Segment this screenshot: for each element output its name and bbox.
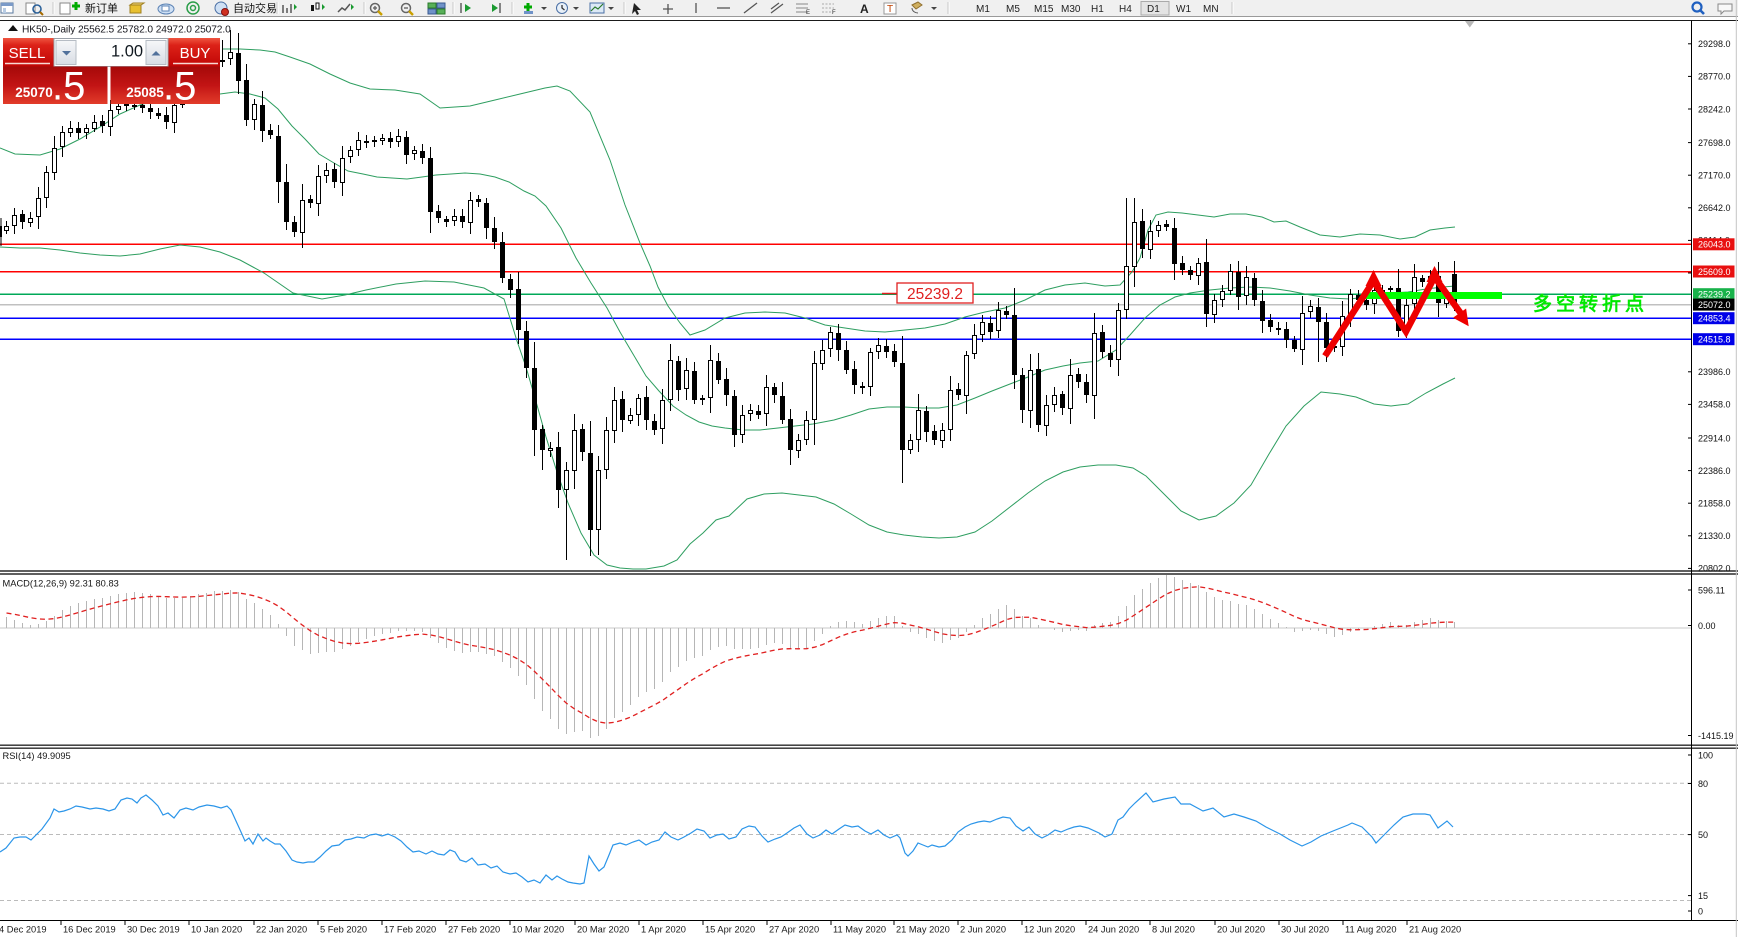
svg-text:.5: .5 (163, 65, 196, 109)
svg-text:50: 50 (1698, 830, 1708, 840)
svg-text:MACD(12,26,9) 92.31 80.83: MACD(12,26,9) 92.31 80.83 (3, 579, 119, 589)
svg-text:27 Feb 2020: 27 Feb 2020 (448, 925, 500, 935)
svg-text:23986.0: 23986.0 (1698, 367, 1731, 377)
svg-text:20 Jul 2020: 20 Jul 2020 (1217, 925, 1265, 935)
svg-text:F: F (832, 10, 836, 16)
svg-text:25609.0: 25609.0 (1698, 267, 1731, 277)
svg-text:11 May 2020: 11 May 2020 (833, 925, 886, 935)
svg-text:20802.0: 20802.0 (1698, 564, 1731, 574)
svg-text:M1: M1 (976, 4, 990, 15)
svg-text:自动交易: 自动交易 (233, 1, 277, 15)
svg-text:11 Aug 2020: 11 Aug 2020 (1345, 925, 1397, 935)
svg-text:25085: 25085 (126, 85, 164, 100)
svg-text:25239.2: 25239.2 (1698, 290, 1731, 300)
svg-text:SELL: SELL (9, 45, 46, 62)
svg-text:20 Mar 2020: 20 Mar 2020 (577, 925, 629, 935)
svg-text:M5: M5 (1006, 4, 1020, 15)
svg-text:W1: W1 (1176, 4, 1191, 15)
svg-text:M15: M15 (1034, 4, 1054, 15)
svg-text:25070: 25070 (15, 85, 53, 100)
svg-text:4 Dec 2019: 4 Dec 2019 (0, 925, 47, 935)
svg-text:新订单: 新订单 (85, 1, 118, 15)
svg-text:80: 80 (1698, 779, 1708, 789)
svg-text:27698.0: 27698.0 (1698, 138, 1731, 148)
svg-text:-1415.19: -1415.19 (1698, 731, 1734, 741)
svg-text:21 Aug 2020: 21 Aug 2020 (1409, 925, 1461, 935)
svg-text:H1: H1 (1091, 4, 1104, 15)
svg-text:30 Dec 2019: 30 Dec 2019 (127, 925, 180, 935)
svg-text:T: T (887, 4, 893, 15)
svg-text:28770.0: 28770.0 (1698, 72, 1731, 82)
svg-text:16 Dec 2019: 16 Dec 2019 (63, 925, 116, 935)
svg-text:30 Jul 2020: 30 Jul 2020 (1281, 925, 1329, 935)
svg-text:15 Apr 2020: 15 Apr 2020 (705, 925, 755, 935)
svg-text:12 Jun 2020: 12 Jun 2020 (1024, 925, 1075, 935)
svg-text:多空转折点: 多空转折点 (1533, 292, 1648, 315)
svg-text:2 Jun 2020: 2 Jun 2020 (960, 925, 1006, 935)
svg-text:D1: D1 (1147, 4, 1160, 15)
svg-text:17 Feb 2020: 17 Feb 2020 (384, 925, 436, 935)
svg-text:HK50-,Daily 25562.5 25782.0 2: HK50-,Daily 25562.5 25782.0 24972.0 2507… (22, 25, 231, 36)
svg-text:BUY: BUY (180, 45, 211, 62)
svg-text:10 Jan 2020: 10 Jan 2020 (191, 925, 242, 935)
svg-text:28242.0: 28242.0 (1698, 104, 1731, 114)
svg-text:27170.0: 27170.0 (1698, 171, 1731, 181)
svg-text:0.00: 0.00 (1698, 621, 1716, 631)
svg-text:MN: MN (1203, 4, 1219, 15)
svg-text:27 Apr 2020: 27 Apr 2020 (769, 925, 819, 935)
svg-text:100: 100 (1698, 750, 1713, 760)
svg-text:E: E (806, 10, 810, 16)
svg-text:21858.0: 21858.0 (1698, 499, 1731, 509)
svg-text:.5: .5 (52, 65, 85, 109)
svg-text:29298.0: 29298.0 (1698, 39, 1731, 49)
svg-text:M30: M30 (1061, 4, 1081, 15)
svg-text:15: 15 (1698, 891, 1708, 901)
svg-text:26642.0: 26642.0 (1698, 203, 1731, 213)
svg-text:22914.0: 22914.0 (1698, 433, 1731, 443)
svg-text:10 Mar 2020: 10 Mar 2020 (512, 925, 564, 935)
svg-text:25239.2: 25239.2 (907, 286, 963, 303)
svg-text:23458.0: 23458.0 (1698, 400, 1731, 410)
svg-text:1.00: 1.00 (111, 43, 143, 61)
svg-text:22 Jan 2020: 22 Jan 2020 (256, 925, 307, 935)
svg-text:5 Feb 2020: 5 Feb 2020 (320, 925, 367, 935)
svg-text:24515.8: 24515.8 (1698, 335, 1731, 345)
svg-text:25072.0: 25072.0 (1698, 300, 1731, 310)
svg-text:22386.0: 22386.0 (1698, 466, 1731, 476)
svg-text:0: 0 (1698, 906, 1703, 916)
svg-text:596.11: 596.11 (1698, 585, 1725, 595)
svg-text:A: A (860, 2, 869, 16)
svg-text:24853.4: 24853.4 (1698, 314, 1731, 324)
svg-text:1 Apr 2020: 1 Apr 2020 (641, 925, 686, 935)
svg-text:21 May 2020: 21 May 2020 (896, 925, 950, 935)
svg-text:24 Jun 2020: 24 Jun 2020 (1088, 925, 1139, 935)
svg-text:RSI(14) 49.9095: RSI(14) 49.9095 (3, 751, 71, 761)
svg-text:21330.0: 21330.0 (1698, 531, 1731, 541)
svg-text:H4: H4 (1119, 4, 1132, 15)
svg-text:8 Jul 2020: 8 Jul 2020 (1152, 925, 1195, 935)
svg-text:26043.0: 26043.0 (1698, 240, 1731, 250)
